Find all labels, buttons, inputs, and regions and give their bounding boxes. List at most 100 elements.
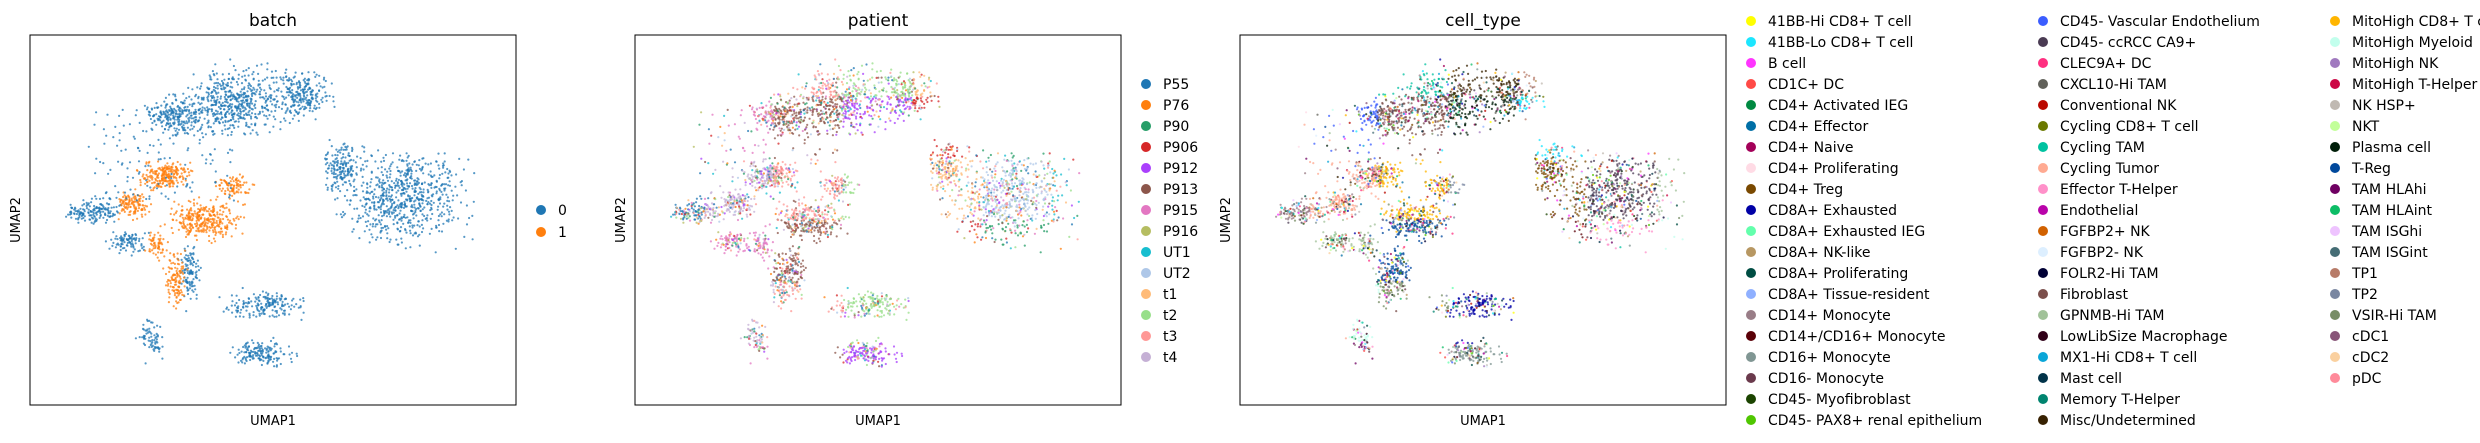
scatter-point: [890, 75, 893, 78]
scatter-point: [289, 91, 292, 94]
scatter-point: [265, 306, 268, 309]
scatter-point: [172, 254, 175, 257]
scatter-point: [375, 238, 378, 241]
scatter-point: [386, 179, 390, 182]
scatter-point: [381, 193, 384, 196]
scatter-point: [997, 218, 1000, 221]
scatter-point: [149, 340, 152, 343]
scatter-point: [808, 117, 811, 120]
scatter-point: [406, 198, 409, 201]
scatter-point: [122, 195, 125, 199]
scatter-point: [331, 172, 334, 175]
scatter-point: [171, 231, 174, 235]
scatter-point: [238, 298, 241, 302]
scatter-point: [141, 175, 144, 178]
scatter-point: [911, 103, 915, 107]
scatter-point: [328, 138, 331, 142]
scatter-point: [297, 80, 301, 83]
scatter-point: [369, 181, 372, 184]
scatter-point: [220, 227, 223, 230]
scatter-point: [149, 203, 153, 206]
scatter-point: [235, 186, 238, 189]
scatter-point: [224, 120, 227, 124]
scatter-point: [779, 98, 783, 101]
scatter-point: [174, 115, 177, 118]
scatter-point: [123, 203, 126, 206]
scatter-point: [207, 121, 210, 124]
scatter-point: [385, 228, 388, 231]
scatter-point: [185, 265, 188, 268]
scatter-point: [414, 232, 418, 235]
scatter-point: [234, 227, 237, 230]
scatter-point: [243, 86, 246, 89]
scatter-point: [264, 99, 267, 103]
scatter-point: [990, 174, 993, 177]
scatter-point: [239, 112, 242, 115]
scatter-point: [430, 227, 433, 230]
scatter-point: [169, 252, 172, 255]
scatter-point: [131, 242, 134, 245]
scatter-point: [242, 70, 245, 73]
scatter-point: [85, 201, 88, 204]
scatter-point: [146, 169, 149, 172]
scatter-point: [105, 218, 109, 222]
scatter-point: [802, 101, 805, 104]
scatter-point: [868, 89, 871, 92]
scatter-point: [238, 173, 241, 176]
scatter-point: [93, 220, 96, 224]
scatter-point: [382, 187, 385, 191]
scatter-point: [919, 97, 922, 100]
scatter-point: [1021, 235, 1025, 238]
scatter-point: [796, 105, 799, 108]
scatter-point: [132, 210, 136, 213]
scatter-point: [231, 103, 234, 106]
scatter-point: [261, 342, 264, 345]
scatter-point: [964, 157, 967, 160]
scatter-point: [379, 208, 382, 211]
scatter-point: [398, 158, 401, 161]
scatter-point: [326, 151, 330, 154]
scatter-point: [391, 161, 394, 164]
scatter-point: [307, 71, 310, 74]
scatter-point: [799, 121, 802, 124]
scatter-point: [232, 199, 235, 202]
scatter-point: [247, 95, 250, 98]
scatter-point: [1025, 230, 1029, 234]
scatter-point: [218, 213, 221, 216]
scatter-point: [395, 177, 398, 180]
scatter-point: [268, 355, 271, 358]
scatter-point: [390, 194, 393, 197]
scatter-point: [348, 154, 351, 157]
scatter-point: [163, 223, 166, 226]
scatter-point: [99, 160, 102, 164]
scatter-point: [137, 160, 141, 163]
scatter-point: [796, 127, 799, 130]
scatter-point: [177, 123, 180, 126]
scatter-point: [435, 190, 438, 193]
scatter-point: [169, 181, 172, 184]
scatter-point: [83, 219, 87, 222]
scatter-point: [161, 336, 164, 339]
scatter-point: [115, 210, 119, 213]
scatter-point: [991, 225, 994, 228]
scatter-point: [387, 195, 391, 198]
scatter-point: [216, 110, 219, 113]
scatter-point: [377, 219, 381, 222]
scatter-point: [903, 104, 906, 107]
scatter-point: [157, 138, 160, 141]
scatter-point: [247, 191, 250, 195]
scatter-point: [835, 133, 838, 136]
scatter-point: [90, 210, 93, 213]
scatter-point: [176, 267, 179, 270]
scatter-point: [221, 101, 224, 104]
scatter-point: [176, 133, 179, 136]
scatter-point: [287, 94, 290, 97]
scatter-point: [824, 97, 827, 100]
scatter-point: [238, 351, 241, 355]
scatter-point: [118, 212, 121, 215]
scatter-point: [344, 170, 347, 173]
scatter-point: [301, 105, 304, 108]
scatter-point: [224, 192, 227, 196]
scatter-point: [289, 308, 292, 311]
scatter-point: [338, 173, 341, 176]
